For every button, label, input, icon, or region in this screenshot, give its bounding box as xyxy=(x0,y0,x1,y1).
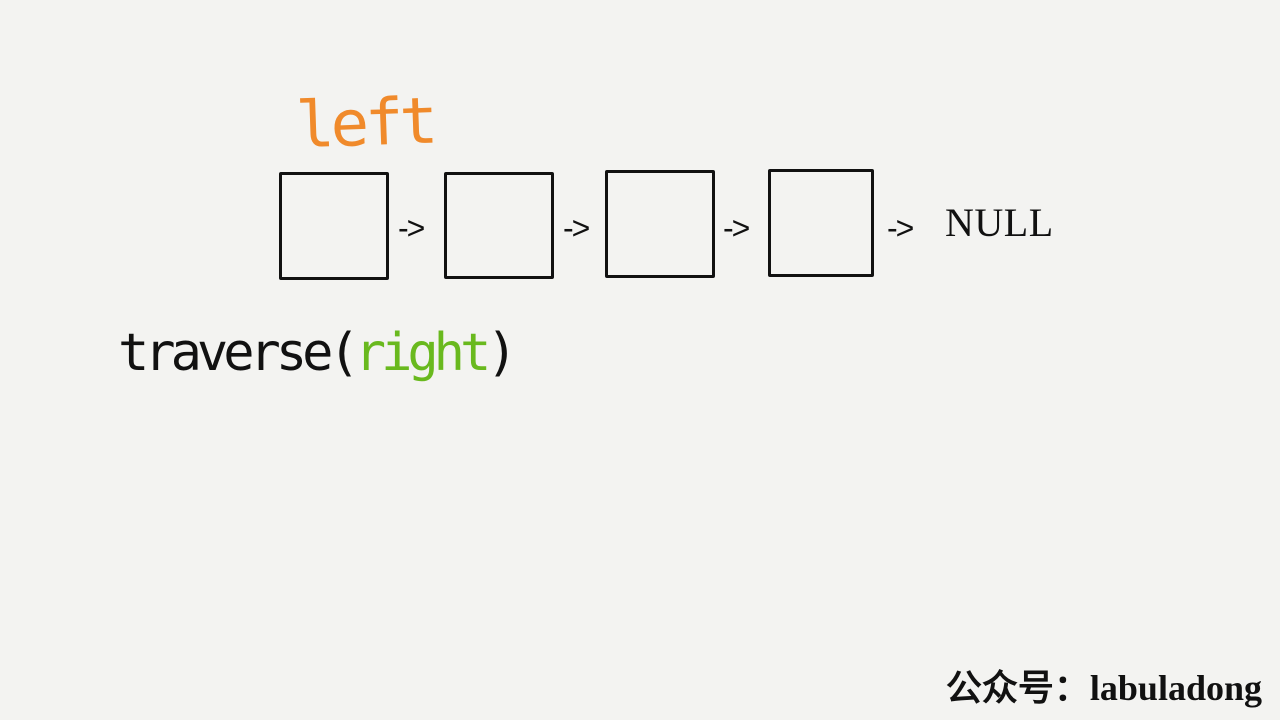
list-node-box xyxy=(605,170,715,278)
next-arrow: -> xyxy=(398,210,425,246)
left-label: left xyxy=(294,84,436,164)
next-arrow: -> xyxy=(563,210,590,246)
list-node-box xyxy=(768,169,874,277)
traverse-function-name: traverse xyxy=(118,323,333,383)
null-terminal-label: NULL xyxy=(945,200,1054,245)
traverse-call-label: traverse(right) xyxy=(118,327,518,379)
watermark: 公众号：labuladong xyxy=(945,668,1262,708)
traverse-argument-right: right xyxy=(354,323,492,383)
next-arrow: -> xyxy=(723,210,750,246)
traverse-close-paren: ) xyxy=(486,323,517,383)
next-arrow: -> xyxy=(887,210,914,246)
list-node-box xyxy=(279,172,389,280)
traverse-open-paren: ( xyxy=(328,323,359,383)
list-node-box xyxy=(444,172,554,279)
